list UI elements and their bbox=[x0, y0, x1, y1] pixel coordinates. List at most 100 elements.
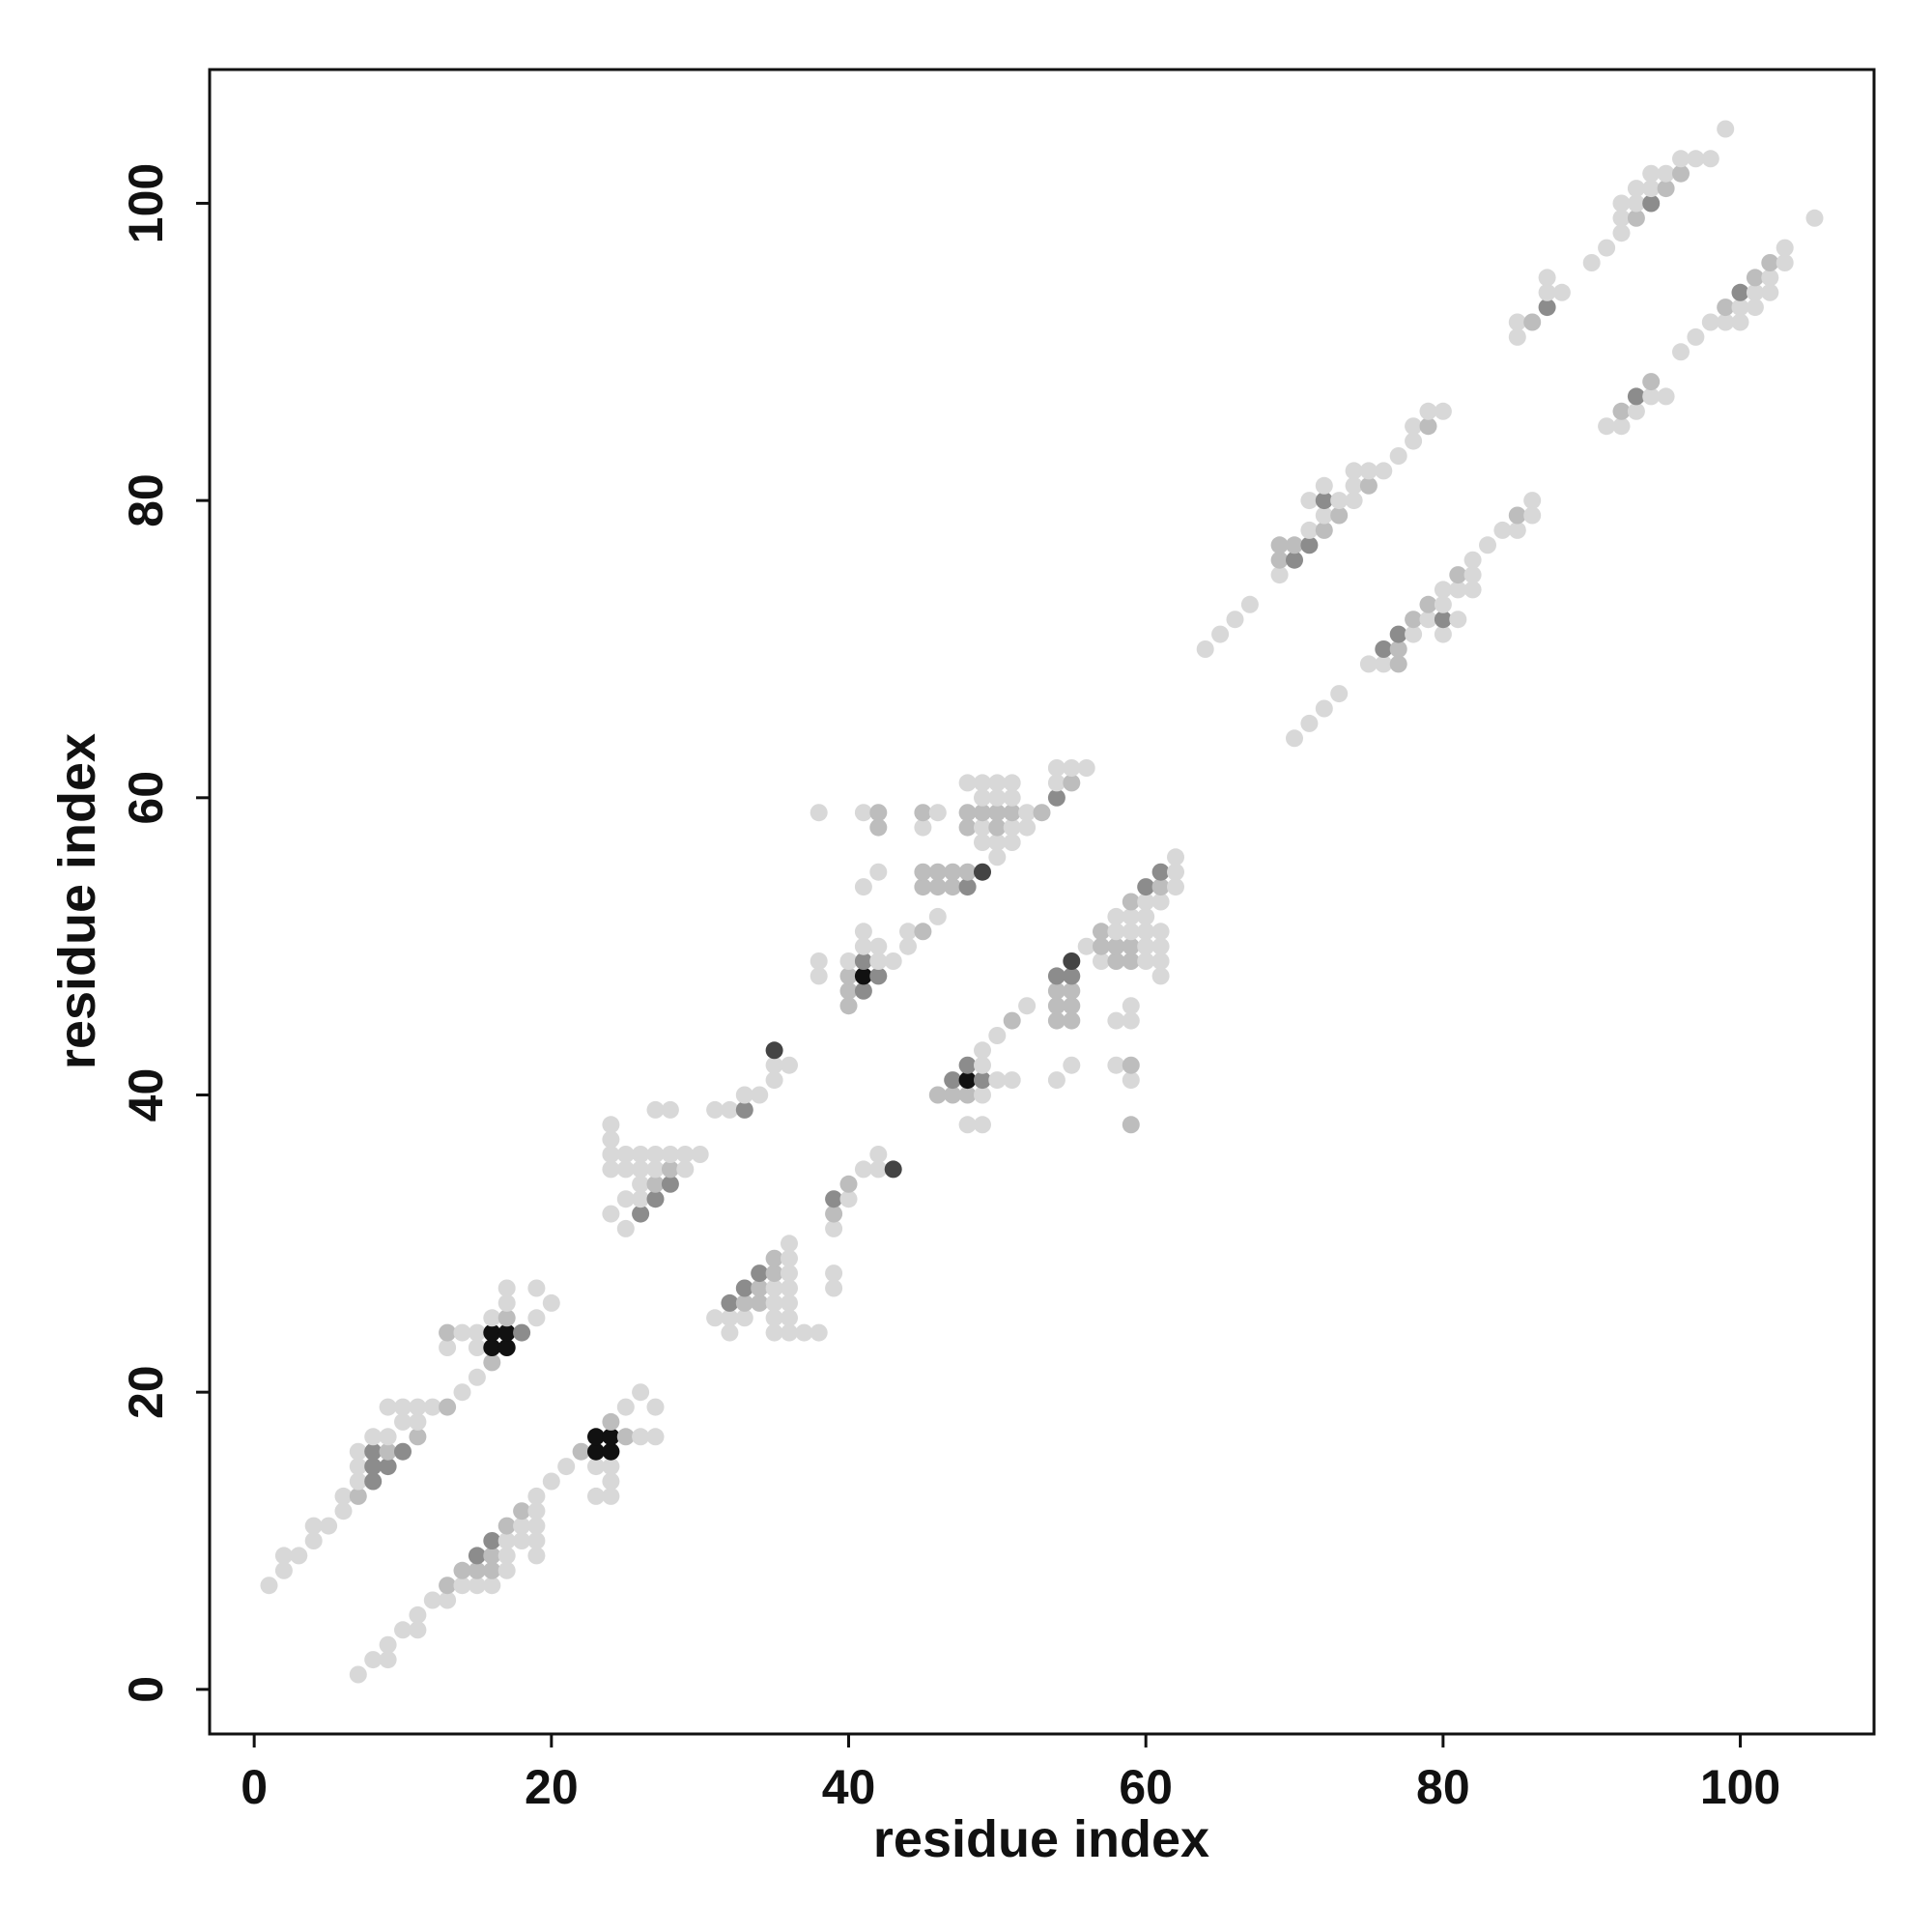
contact-point bbox=[1286, 551, 1303, 569]
contact-point bbox=[513, 1323, 531, 1342]
contact-point bbox=[1701, 150, 1719, 168]
contact-point bbox=[260, 1577, 278, 1595]
contact-point bbox=[1717, 313, 1735, 331]
contact-point bbox=[795, 1323, 813, 1342]
contact-point bbox=[1300, 492, 1319, 510]
contact-point bbox=[854, 923, 872, 941]
contact-point bbox=[854, 804, 872, 822]
contact-point bbox=[1538, 269, 1556, 287]
contact-point bbox=[1389, 447, 1407, 465]
contact-point bbox=[602, 1428, 620, 1446]
contact-point bbox=[1063, 981, 1081, 1000]
contact-point bbox=[1047, 997, 1065, 1015]
contact-point bbox=[765, 1309, 783, 1327]
contact-point bbox=[1642, 194, 1661, 213]
contact-point bbox=[379, 1428, 397, 1446]
contact-point bbox=[439, 1591, 457, 1609]
contact-point bbox=[1434, 595, 1452, 613]
contact-point bbox=[1508, 506, 1526, 525]
contact-point bbox=[1687, 327, 1705, 346]
contact-point bbox=[661, 1100, 679, 1119]
contact-point bbox=[646, 1190, 665, 1208]
contact-point bbox=[632, 1160, 650, 1179]
contact-point bbox=[483, 1547, 501, 1565]
contact-point bbox=[1122, 893, 1140, 911]
contact-point bbox=[1107, 952, 1125, 970]
contact-point bbox=[1315, 699, 1333, 718]
contact-point bbox=[602, 1487, 620, 1505]
contact-point bbox=[1612, 417, 1631, 436]
contact-point bbox=[958, 878, 977, 896]
contact-point bbox=[1122, 997, 1140, 1015]
contact-point bbox=[899, 937, 917, 955]
contact-point bbox=[497, 1532, 516, 1549]
contact-point bbox=[781, 1235, 798, 1253]
contact-point bbox=[1330, 492, 1349, 510]
contact-point bbox=[810, 967, 828, 985]
contact-point bbox=[483, 1339, 501, 1356]
contact-point bbox=[1330, 685, 1349, 703]
contact-point bbox=[884, 952, 902, 970]
contact-point bbox=[409, 1412, 427, 1431]
contact-point bbox=[765, 1293, 783, 1312]
contact-point bbox=[751, 1264, 769, 1283]
contact-point bbox=[721, 1293, 739, 1312]
contact-point bbox=[1167, 848, 1184, 867]
contact-point bbox=[810, 1323, 828, 1342]
contact-point bbox=[1642, 373, 1661, 391]
contact-point bbox=[1449, 611, 1467, 629]
contact-point bbox=[1300, 521, 1319, 539]
plot-frame bbox=[208, 68, 1876, 1736]
contact-point bbox=[1805, 209, 1824, 227]
contact-point bbox=[1375, 462, 1393, 480]
contact-point bbox=[839, 981, 858, 1000]
contact-point bbox=[1226, 611, 1244, 629]
contact-point bbox=[304, 1532, 323, 1549]
y-tick-label: 20 bbox=[119, 1365, 173, 1419]
contact-point bbox=[1776, 254, 1794, 271]
y-tick-label: 40 bbox=[119, 1068, 173, 1122]
contact-point bbox=[453, 1577, 471, 1595]
contact-point bbox=[1405, 611, 1423, 629]
contact-point bbox=[1508, 313, 1526, 331]
contact-point bbox=[1033, 804, 1051, 822]
contact-point bbox=[944, 1071, 962, 1090]
contact-point bbox=[1151, 878, 1170, 896]
x-tick-label: 0 bbox=[241, 1760, 268, 1814]
contact-point bbox=[839, 997, 858, 1015]
contact-point bbox=[974, 788, 991, 807]
contact-point bbox=[1746, 298, 1764, 317]
contact-point bbox=[1449, 566, 1467, 584]
contact-point bbox=[587, 1458, 605, 1476]
contact-point bbox=[1107, 1011, 1125, 1030]
contact-point bbox=[646, 1146, 665, 1163]
contact-point bbox=[899, 923, 917, 941]
contact-point bbox=[958, 863, 977, 881]
contact-point bbox=[958, 804, 977, 822]
contact-point bbox=[1419, 611, 1437, 629]
contact-point bbox=[453, 1323, 471, 1342]
contact-point bbox=[394, 1621, 412, 1639]
contact-point bbox=[1434, 581, 1452, 599]
contact-point bbox=[527, 1487, 546, 1505]
contact-point bbox=[914, 878, 932, 896]
contact-point bbox=[765, 1264, 783, 1283]
contact-point bbox=[765, 1323, 783, 1342]
contact-point bbox=[1657, 180, 1675, 198]
contact-point bbox=[974, 1116, 991, 1134]
contact-point bbox=[869, 1146, 888, 1163]
contact-point bbox=[602, 1130, 620, 1149]
contact-point bbox=[646, 1428, 665, 1446]
contact-point bbox=[1612, 194, 1631, 213]
x-axis-ticks: 0 20 40 60 80 100 bbox=[241, 1734, 1780, 1814]
contact-point bbox=[988, 834, 1007, 851]
contact-point bbox=[928, 878, 947, 896]
contact-point bbox=[735, 1100, 753, 1119]
contact-point bbox=[1003, 818, 1021, 837]
contact-point bbox=[1047, 759, 1065, 777]
contact-point bbox=[483, 1309, 501, 1327]
contact-point bbox=[1300, 714, 1319, 732]
contact-point bbox=[1063, 1056, 1081, 1074]
contact-point bbox=[1063, 759, 1081, 777]
contact-point bbox=[1598, 417, 1616, 436]
